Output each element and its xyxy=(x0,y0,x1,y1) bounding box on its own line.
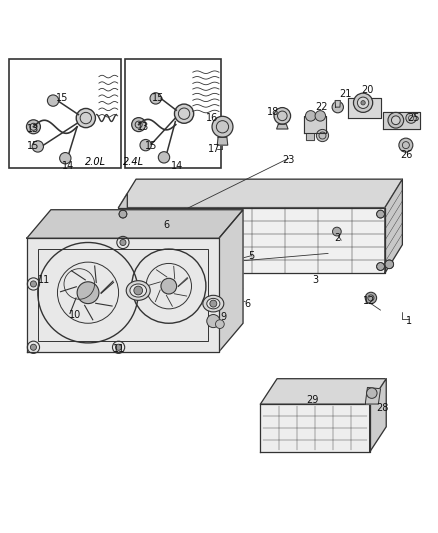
Polygon shape xyxy=(217,138,228,145)
Text: 16: 16 xyxy=(206,113,219,123)
Circle shape xyxy=(392,116,400,125)
Polygon shape xyxy=(119,193,127,273)
Polygon shape xyxy=(261,379,386,404)
Ellipse shape xyxy=(130,284,147,297)
Circle shape xyxy=(315,111,325,121)
Circle shape xyxy=(158,152,170,163)
Polygon shape xyxy=(348,99,381,118)
Polygon shape xyxy=(365,387,381,404)
Circle shape xyxy=(332,227,341,236)
Text: 1: 1 xyxy=(406,316,412,326)
Circle shape xyxy=(26,120,40,134)
Ellipse shape xyxy=(203,295,224,312)
Text: 9: 9 xyxy=(220,312,226,322)
Polygon shape xyxy=(219,210,243,352)
Bar xyxy=(38,249,208,341)
Text: 15: 15 xyxy=(145,141,158,151)
Polygon shape xyxy=(119,179,403,207)
Ellipse shape xyxy=(207,298,220,309)
Circle shape xyxy=(32,141,43,152)
Circle shape xyxy=(77,282,99,304)
Circle shape xyxy=(120,239,126,246)
Text: 18: 18 xyxy=(268,107,280,117)
Circle shape xyxy=(367,388,377,398)
Polygon shape xyxy=(261,404,370,452)
Circle shape xyxy=(361,101,365,105)
Circle shape xyxy=(305,111,316,121)
Circle shape xyxy=(174,104,194,123)
Circle shape xyxy=(76,108,95,128)
Polygon shape xyxy=(383,111,420,129)
Circle shape xyxy=(353,93,373,112)
Text: 10: 10 xyxy=(69,310,81,319)
Circle shape xyxy=(60,152,71,164)
Circle shape xyxy=(274,108,290,124)
Circle shape xyxy=(140,140,151,151)
Circle shape xyxy=(132,118,146,132)
Circle shape xyxy=(406,113,417,123)
Circle shape xyxy=(47,95,59,106)
Ellipse shape xyxy=(126,281,150,300)
Text: 20: 20 xyxy=(361,85,374,95)
Circle shape xyxy=(377,263,385,270)
Bar xyxy=(125,59,221,168)
Circle shape xyxy=(212,116,233,138)
Text: 25: 25 xyxy=(407,113,420,123)
Polygon shape xyxy=(277,124,288,129)
Text: 6: 6 xyxy=(163,220,170,230)
Text: 13: 13 xyxy=(27,124,39,134)
Polygon shape xyxy=(119,207,385,273)
Text: 29: 29 xyxy=(307,394,319,405)
Text: 14: 14 xyxy=(62,161,74,171)
Text: 2.4L: 2.4L xyxy=(124,157,145,167)
Text: 23: 23 xyxy=(283,155,295,165)
Text: 11: 11 xyxy=(113,344,125,354)
Circle shape xyxy=(119,210,127,218)
Circle shape xyxy=(207,314,220,328)
Text: 13: 13 xyxy=(137,122,149,132)
Circle shape xyxy=(377,210,385,218)
Text: 6: 6 xyxy=(244,298,251,309)
Text: 21: 21 xyxy=(339,89,352,99)
Bar xyxy=(10,59,121,168)
Circle shape xyxy=(30,281,36,287)
Polygon shape xyxy=(306,133,314,140)
Text: 12: 12 xyxy=(364,296,376,306)
Circle shape xyxy=(332,101,343,113)
Text: 17: 17 xyxy=(208,143,221,154)
Text: 15: 15 xyxy=(27,141,39,151)
Text: 26: 26 xyxy=(401,150,413,160)
Text: 11: 11 xyxy=(38,274,50,285)
Polygon shape xyxy=(335,101,340,107)
Circle shape xyxy=(388,112,404,128)
Circle shape xyxy=(210,300,217,307)
Circle shape xyxy=(365,292,377,304)
Text: 15: 15 xyxy=(56,93,68,103)
Circle shape xyxy=(399,138,413,152)
Text: 28: 28 xyxy=(377,403,389,414)
Circle shape xyxy=(316,130,328,142)
Circle shape xyxy=(357,97,369,108)
Text: 3: 3 xyxy=(312,274,318,285)
Polygon shape xyxy=(27,238,219,352)
Text: 2.0L: 2.0L xyxy=(85,157,106,167)
Text: 22: 22 xyxy=(315,102,328,112)
Polygon shape xyxy=(27,210,243,238)
Circle shape xyxy=(161,278,177,294)
Polygon shape xyxy=(385,179,403,273)
Text: 5: 5 xyxy=(249,251,255,261)
Polygon shape xyxy=(370,379,386,452)
Circle shape xyxy=(30,344,36,350)
Circle shape xyxy=(150,93,161,104)
Text: 14: 14 xyxy=(171,161,184,171)
Text: 2: 2 xyxy=(334,233,340,243)
Circle shape xyxy=(134,286,143,295)
Polygon shape xyxy=(304,116,326,133)
Circle shape xyxy=(119,263,127,270)
Circle shape xyxy=(385,260,394,269)
Circle shape xyxy=(215,320,224,328)
Circle shape xyxy=(116,344,122,350)
Text: 15: 15 xyxy=(152,93,164,103)
